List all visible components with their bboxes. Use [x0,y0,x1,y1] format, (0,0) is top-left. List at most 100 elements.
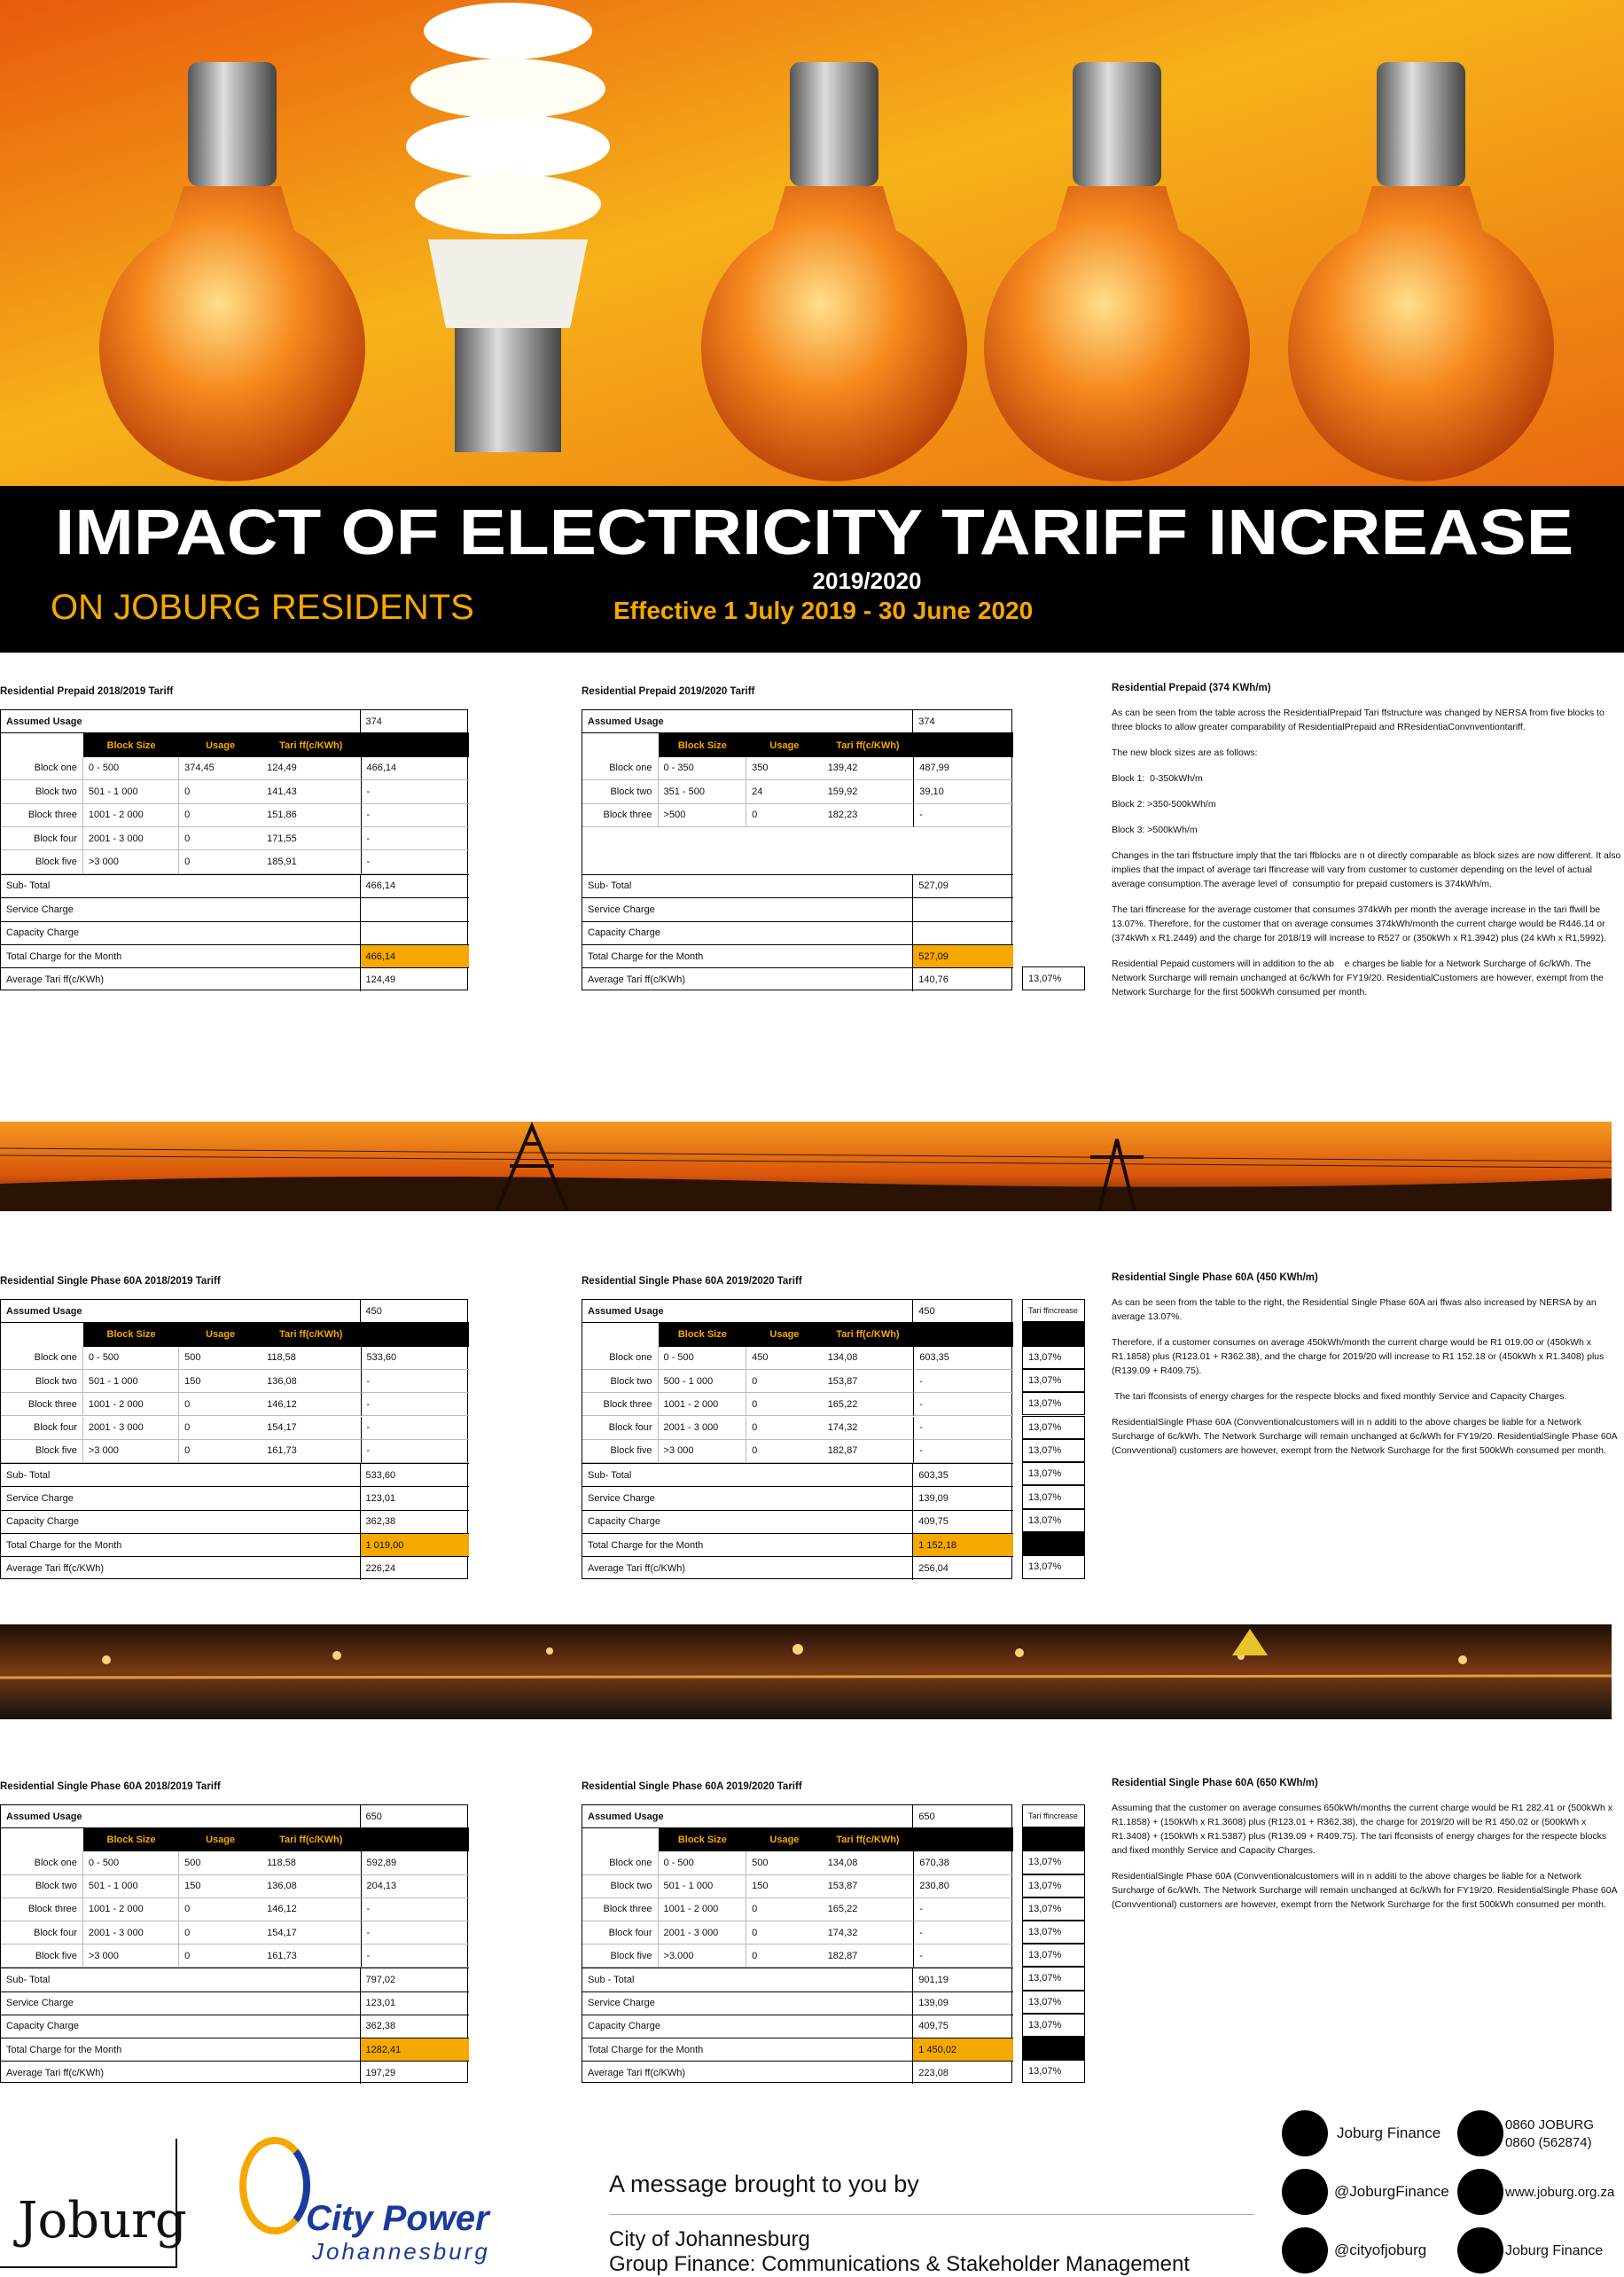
assumed-label: Assumed Usage [582,710,914,734]
block-charge: 533,60 [360,1346,469,1370]
note-paragraph: As can be seen from the table to the rig… [1112,1297,1599,1322]
header-label: Usage [206,1329,236,1341]
block-usage: 374,45 [179,757,262,781]
block-name: Block two [582,1369,659,1394]
summary-label: Average Tari ff(c/KWh) [582,1556,914,1580]
block-size: 351 - 500 [658,780,747,804]
tariff-table: Assumed Usage 374 Block Size Usage Tari ff(c… [0,709,469,991]
block-name: Block four [1,827,83,851]
block-tariff: 159,92 [822,780,914,804]
table-title: Residential Single Phase 60A 2018/2019 T… [0,1781,221,1792]
block-name: Block one [1,1346,83,1370]
header-label: Block Size [106,1329,156,1341]
web: www.joburg.org.za [1505,2185,1615,2200]
block-usage: 0 [746,1944,823,1968]
block-size: 501 - 1 000 [82,1874,180,1898]
increase-cell: Tari ffincrease [1022,1299,1085,1323]
block-size: >500 [658,803,747,827]
increase-cell: 13,07% [1022,1967,1085,1991]
note-title: Residential Single Phase 60A (450 KWh/m) [1112,1272,1318,1283]
summary-value: 197,29 [360,2061,469,2084]
header-label: Tari ff(c/KWh) [836,739,900,751]
hero: IMPACT OF ELECTRICITY TARIFF INCREASE 20… [0,0,1624,653]
note-paragraph: ResidentialSingle Phase 60A (Convvention… [1112,1417,1620,1456]
block-size: >3.000 [658,1944,747,1968]
summary-label: Capacity Charge [1,2014,361,2038]
block-charge: - [360,1393,469,1417]
night-band [0,1624,1612,1719]
message: A message brought to you by [609,2171,919,2197]
summary-label: Capacity Charge [582,1509,914,1533]
summary-value: 123,01 [360,1991,469,2015]
block-name: Block two [582,1874,659,1898]
summary-label: Sub- Total [1,1463,361,1487]
social-icon [1282,2110,1328,2156]
summary-label: Sub- Total [1,873,361,898]
sunset-band [0,1122,1612,1211]
summary-value: 797,02 [360,1968,469,1991]
block-size: 501 - 1 000 [82,1369,180,1394]
block-usage: 450 [746,1347,823,1370]
summary-value: 409,75 [913,1509,1013,1533]
increase-cell: Tari ffincrease [1022,1804,1085,1828]
block-name: Block three [1,803,83,827]
summary-value: 256,04 [913,1556,1013,1579]
tariff-table: Assumed Usage 650 Block Size Usage Tari ff(c… [0,1804,469,2085]
block-usage: 0 [179,1944,262,1968]
year: 2019/2020 [813,567,922,594]
block-usage: 150 [746,1875,823,1898]
summary-label: Sub- Total [582,873,914,898]
facebook: Joburg Finance [1337,2124,1441,2141]
block-tariff: 146,12 [262,1898,361,1921]
block-usage: 0 [746,1921,823,1945]
assumed-value: 650 [360,1805,469,1829]
block-size: 2001 - 3 000 [658,1921,747,1945]
summary-value [360,920,469,944]
block-charge: - [360,803,469,827]
block-name: Block five [1,1439,83,1464]
block-usage: 0 [179,1393,262,1417]
summary-label: Total Charge for the Month [1,944,361,968]
summary-value: 533,60 [360,1463,469,1486]
block-tariff: 139,42 [822,757,914,781]
note-paragraph: Block 1: 0-350kWh/m [1112,773,1203,784]
block-charge: - [913,1439,1013,1464]
assumed-value: 450 [913,1300,1013,1324]
block-charge: - [360,1439,469,1464]
block-tariff: 134,08 [822,1347,914,1370]
block-usage: 24 [746,780,823,804]
summary-value: 1282,41 [360,2038,469,2062]
block-charge: 603,35 [913,1346,1013,1370]
header-label: Block Size [677,1835,727,1846]
summary-value [913,920,1013,944]
table-title: Residential Single Phase 60A 2018/2019 T… [0,1276,221,1287]
block-tariff: 136,08 [262,1370,361,1394]
block-size: 501 - 1 000 [82,780,180,804]
summary-label: Average Tari ff(c/KWh) [582,2061,914,2085]
block-size: 2001 - 3 000 [658,1416,747,1440]
header-bg [82,1828,469,1852]
summary-label: Total Charge for the Month [1,2038,361,2062]
increase-cell: 13,07% [1022,1392,1085,1416]
note-title: Residential Single Phase 60A (650 KWh/m) [1112,1778,1318,1788]
block-tariff: 141,43 [262,780,361,804]
increase-cell: 13,07% [1022,1555,1085,1579]
summary-label: Capacity Charge [582,920,914,944]
increase-cell: 13,07% [1022,2013,1085,2037]
assumed-label: Assumed Usage [582,1300,914,1324]
increase-cell: 13,07% [1022,1897,1085,1921]
social-icon [1457,2110,1503,2156]
block-charge: - [360,827,469,851]
summary-label: Sub - Total [582,1968,914,1991]
block-size: 0 - 500 [82,756,180,781]
summary-value: 139,09 [913,1991,1013,2015]
tariff-table: Assumed Usage 450 Block Size Usage Tari ff(c… [0,1299,469,1580]
summary-value: 1 152,18 [913,1533,1013,1557]
block-tariff: 124,49 [262,757,361,781]
dept: Group Finance: Communications & Stakehol… [609,2252,1191,2276]
summary-label: Average Tari ff(c/KWh) [1,2061,361,2085]
joburg-logo-box: Joburg [0,2139,187,2268]
summary-label: Service Charge [1,897,361,921]
summary-label: Average Tari ff(c/KWh) [1,1556,361,1580]
phone-2: 0860 (562874) [1505,2135,1592,2150]
